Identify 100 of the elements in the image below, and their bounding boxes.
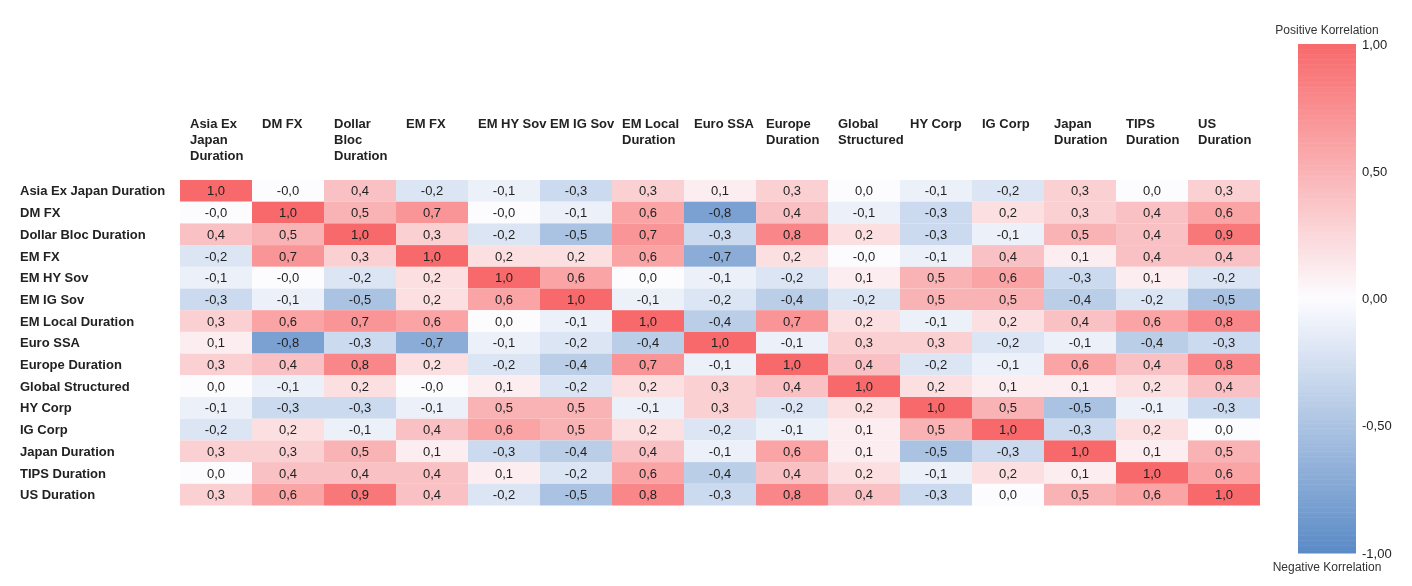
- text: Negative Korrelation: [1272, 560, 1382, 575]
- data-label: 0,2: [926, 378, 946, 394]
- data-label: 0,3: [1070, 205, 1090, 221]
- data-label: 0,4: [1142, 226, 1162, 242]
- data-label: 1,0: [926, 400, 946, 416]
- y-tick-label: EM FX: [20, 248, 61, 264]
- data-label: 0,7: [278, 248, 298, 264]
- data-label: 0,1: [854, 270, 874, 286]
- y-tick-label: HY Corp: [20, 400, 72, 416]
- data-label: 0,6: [494, 422, 514, 438]
- data-label: 0,4: [278, 357, 298, 372]
- data-label: -0,3: [924, 487, 948, 503]
- data-label: -0,3: [348, 335, 372, 351]
- data-label: 0,6: [998, 270, 1018, 286]
- data-label: 0,3: [206, 313, 226, 329]
- data-label: 0,3: [710, 378, 730, 394]
- data-label: 0,7: [422, 205, 442, 221]
- data-label: 0,1: [1070, 248, 1090, 264]
- data-label: 0,2: [1142, 422, 1162, 438]
- data-label: 0,2: [854, 226, 874, 242]
- data-label: 0,5: [1070, 226, 1090, 242]
- data-label: 1,0: [422, 248, 442, 264]
- data-label: 0,3: [206, 357, 226, 372]
- data-label: -0,1: [924, 465, 948, 481]
- data-label: -0,2: [924, 357, 948, 372]
- data-label: -0,2: [564, 465, 588, 481]
- data-label: 0,7: [782, 313, 802, 329]
- data-label: 0,3: [854, 335, 874, 351]
- x-tick-label: US Duration: [1198, 116, 1252, 147]
- data-label: 0,0: [494, 313, 514, 329]
- data-label: -0,8: [708, 205, 732, 221]
- data-label: 0,6: [1142, 487, 1162, 503]
- data-label: 0,2: [494, 248, 514, 264]
- data-label: 0,0: [854, 183, 874, 199]
- data-label: 0,4: [1142, 248, 1162, 264]
- y-tick-label: EM Local Duration: [20, 313, 135, 329]
- data-label: 0,4: [1214, 378, 1234, 394]
- data-label: 0,0: [1214, 422, 1234, 438]
- y-tick-label: Asia Ex Japan Duration: [20, 183, 166, 199]
- data-label: -0,4: [780, 291, 804, 307]
- data-label: 0,4: [422, 465, 442, 481]
- data-label: 0,5: [1070, 487, 1090, 503]
- data-label: -0,2: [708, 422, 732, 438]
- data-label: 0,2: [782, 248, 802, 264]
- y-tick-label: Dollar Bloc Duration: [20, 226, 146, 242]
- data-label: -0,4: [1068, 291, 1092, 307]
- data-label: 0,5: [998, 291, 1018, 307]
- data-label: -0,2: [492, 226, 516, 242]
- data-label: -0,3: [996, 443, 1020, 459]
- data-label: 1,0: [638, 313, 658, 329]
- data-label: 0,5: [926, 270, 946, 286]
- data-label: -0,2: [1212, 270, 1236, 286]
- data-label: 0,1: [494, 465, 514, 481]
- data-label: 1,0: [782, 357, 802, 372]
- x-tick-label: EM FX: [406, 116, 447, 131]
- data-label: 1,0: [1070, 443, 1090, 459]
- data-label: 0,5: [926, 422, 946, 438]
- data-label: -0,4: [1140, 335, 1164, 351]
- x-tick-label: HY Corp: [910, 116, 962, 131]
- data-label: -0,3: [924, 205, 948, 221]
- data-label: 0,8: [638, 487, 658, 503]
- data-label: -0,5: [924, 443, 948, 459]
- data-label: -0,5: [564, 226, 588, 242]
- data-label: 0,8: [782, 487, 802, 503]
- data-label: -0,4: [564, 443, 588, 459]
- x-tick-label: Asia Ex Japan Duration: [190, 116, 244, 163]
- data-label: -0,1: [708, 270, 732, 286]
- data-label: -0,1: [636, 400, 660, 416]
- data-label: 0,1: [422, 443, 442, 459]
- data-label: -0,2: [1140, 291, 1164, 307]
- data-label: -0,3: [708, 226, 732, 242]
- data-label: -0,1: [348, 422, 372, 438]
- data-label: 1,0: [350, 226, 370, 242]
- data-label: -0,2: [492, 357, 516, 372]
- data-label: 0,4: [998, 248, 1018, 264]
- x-tick-label: IG Corp: [982, 116, 1030, 131]
- data-label: 0,3: [422, 226, 442, 242]
- data-label: -0,1: [636, 291, 660, 307]
- data-label: -0,2: [204, 248, 228, 264]
- data-label: -0,1: [996, 226, 1020, 242]
- x-tick-label: Europe Duration: [766, 116, 820, 147]
- data-label: -0,3: [204, 291, 228, 307]
- data-label: 0,2: [638, 378, 658, 394]
- data-label: -0,2: [348, 270, 372, 286]
- data-label: -0,3: [276, 400, 300, 416]
- y-tick-label: Euro SSA: [20, 335, 81, 351]
- y-tick-label: Global Structured: [20, 378, 130, 394]
- data-label: 0,6: [494, 291, 514, 307]
- data-label: -0,3: [1068, 422, 1092, 438]
- data-label: 1,0: [206, 183, 226, 199]
- data-label: -0,1: [492, 183, 516, 199]
- data-label: 0,4: [206, 226, 226, 242]
- data-label: 0,8: [1214, 357, 1234, 372]
- data-label: 0,6: [638, 465, 658, 481]
- data-label: -0,3: [1212, 335, 1236, 351]
- data-label: 0,5: [566, 422, 586, 438]
- data-label: 0,5: [566, 400, 586, 416]
- data-label: 0,2: [854, 313, 874, 329]
- data-label: -0,1: [204, 270, 228, 286]
- data-label: 0,3: [638, 183, 658, 199]
